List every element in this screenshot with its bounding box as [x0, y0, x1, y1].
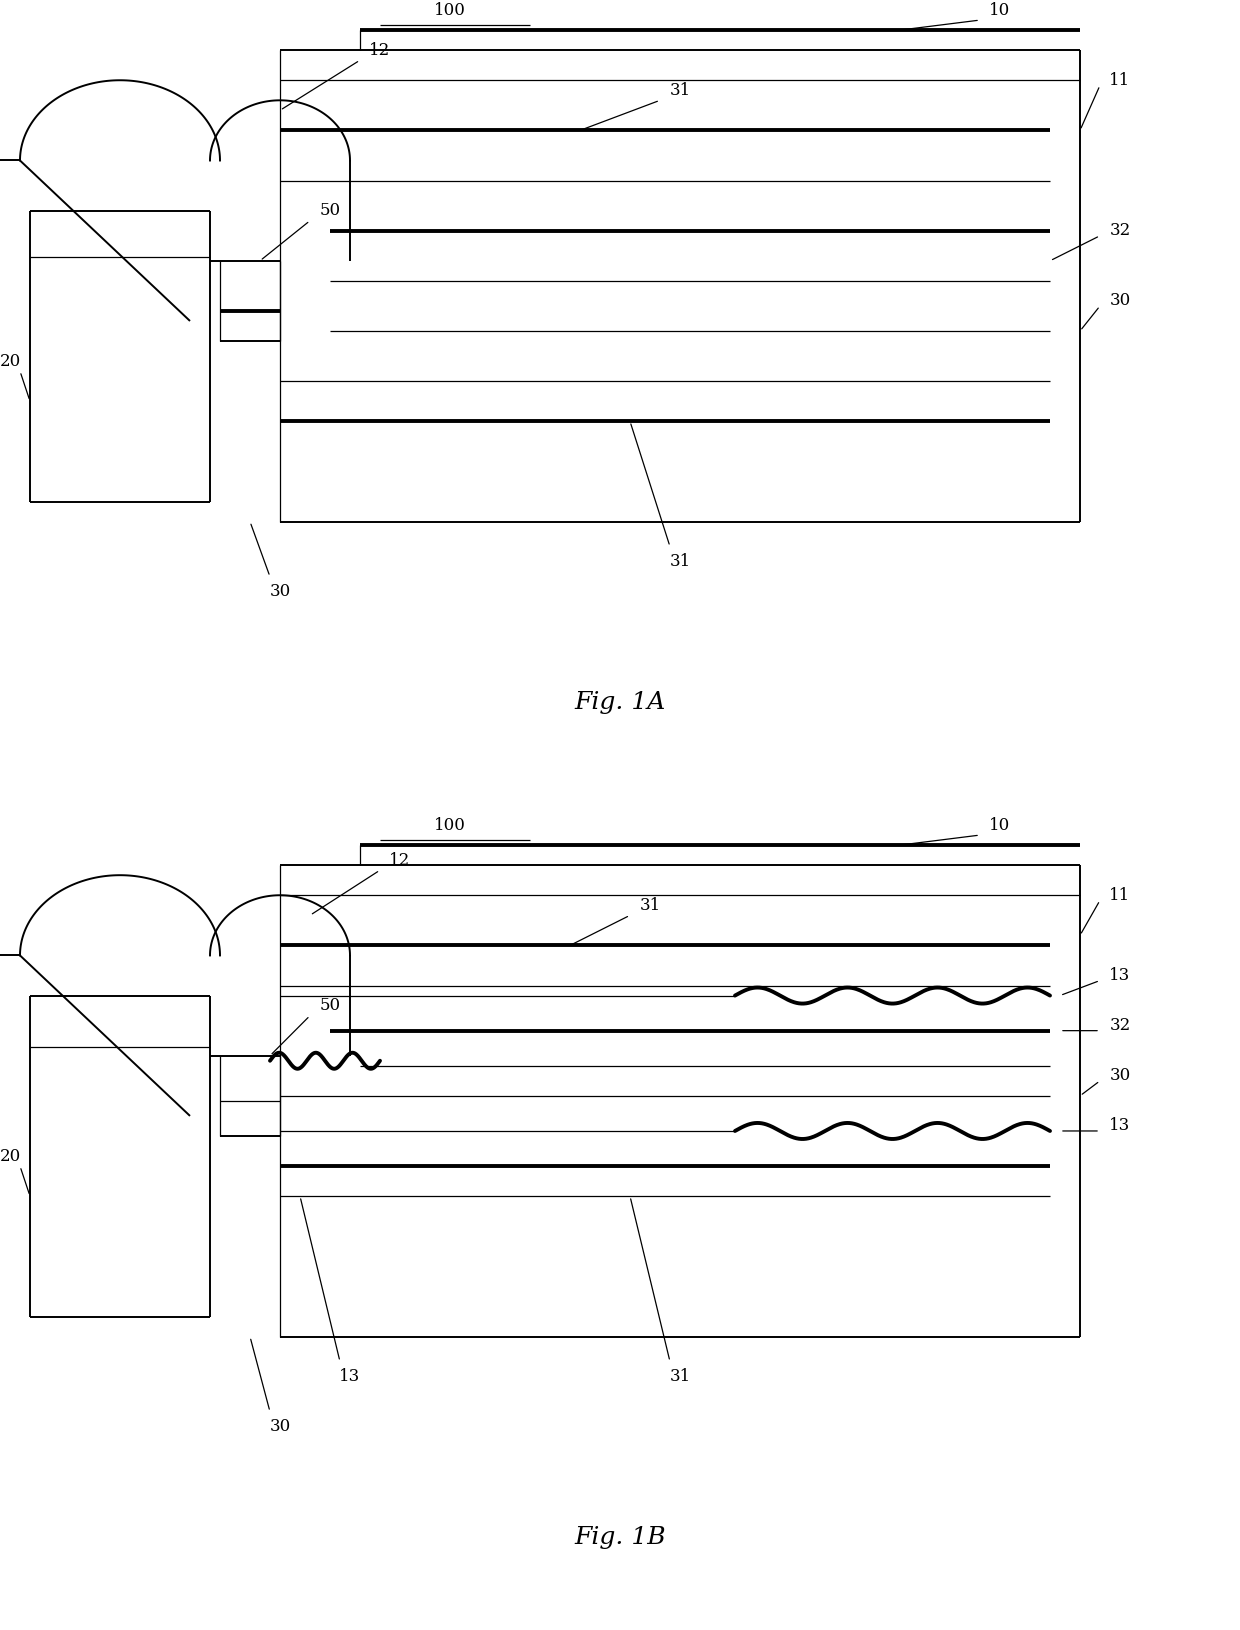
Text: Fig. 1B: Fig. 1B [574, 1526, 666, 1548]
Text: 13: 13 [340, 1368, 361, 1386]
Text: 12: 12 [370, 42, 391, 59]
Text: 32: 32 [1110, 1017, 1131, 1033]
Text: 30: 30 [1110, 1068, 1131, 1084]
Text: 11: 11 [1110, 72, 1131, 88]
Text: 50: 50 [320, 202, 341, 218]
Text: 50: 50 [320, 998, 341, 1014]
Text: 10: 10 [990, 817, 1011, 833]
Text: 100: 100 [434, 817, 466, 833]
Text: 30: 30 [269, 1418, 290, 1436]
Text: 31: 31 [670, 553, 691, 570]
Text: 31: 31 [640, 897, 661, 914]
Text: 31: 31 [670, 1368, 691, 1386]
Text: 31: 31 [670, 82, 691, 99]
Text: 32: 32 [1110, 222, 1131, 240]
Text: 13: 13 [1110, 1118, 1131, 1134]
Text: 30: 30 [1110, 292, 1131, 310]
Text: 30: 30 [269, 584, 290, 600]
Text: 20: 20 [0, 352, 21, 370]
Text: 13: 13 [1110, 967, 1131, 985]
Text: Fig. 1A: Fig. 1A [574, 691, 666, 714]
Text: 11: 11 [1110, 887, 1131, 903]
Text: 20: 20 [0, 1148, 21, 1164]
Text: 100: 100 [434, 2, 466, 18]
Text: 10: 10 [990, 2, 1011, 18]
Text: 12: 12 [389, 851, 410, 869]
